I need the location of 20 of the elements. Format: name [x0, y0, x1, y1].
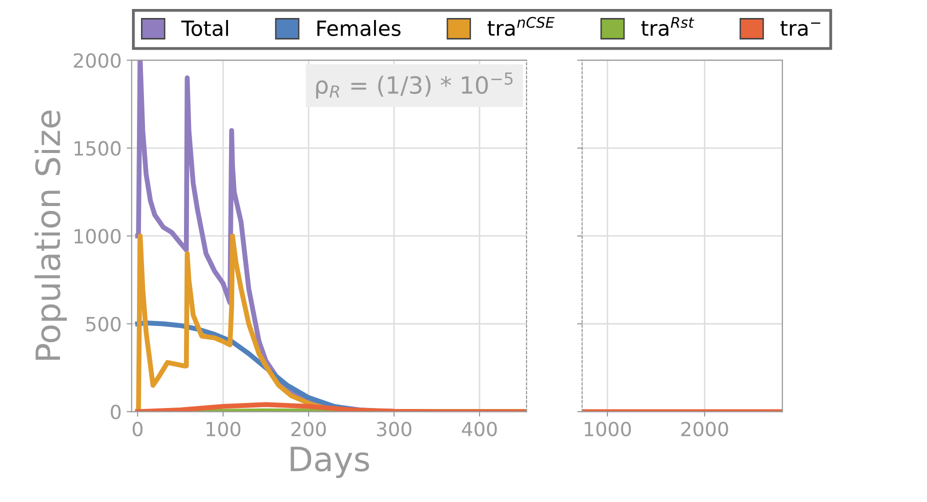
y-tick-label: 0	[110, 404, 121, 420]
legend-label: Total	[181, 20, 228, 36]
y-tick-label: 500	[86, 316, 121, 332]
legend-label: tra$^{−}$	[780, 21, 820, 36]
legend-label: tra$^{nCSE}$	[488, 16, 555, 36]
x-tick-label: 200	[291, 422, 326, 436]
x-tick-label: 1000	[584, 422, 631, 436]
y-tick-label: 1500	[74, 141, 121, 156]
x-axis-title: Days	[290, 446, 370, 478]
x-tick-label: 300	[376, 422, 412, 436]
annotation: ρ$_{R}$ = (1/3) * 10$^{−5}$	[316, 72, 513, 99]
x-tick-label: 400	[462, 422, 497, 436]
x-tick-label: 2000	[681, 422, 728, 436]
x-tick-label: 100	[206, 422, 240, 436]
legend-label: tra$^{Rst}$	[641, 17, 694, 36]
y-axis-title: Population Size	[34, 110, 67, 360]
legend-label: Females	[317, 20, 401, 36]
y-tick-label: 2000	[74, 53, 121, 68]
y-tick-label: 1000	[74, 228, 121, 244]
x-tick-label: 0	[132, 422, 143, 436]
